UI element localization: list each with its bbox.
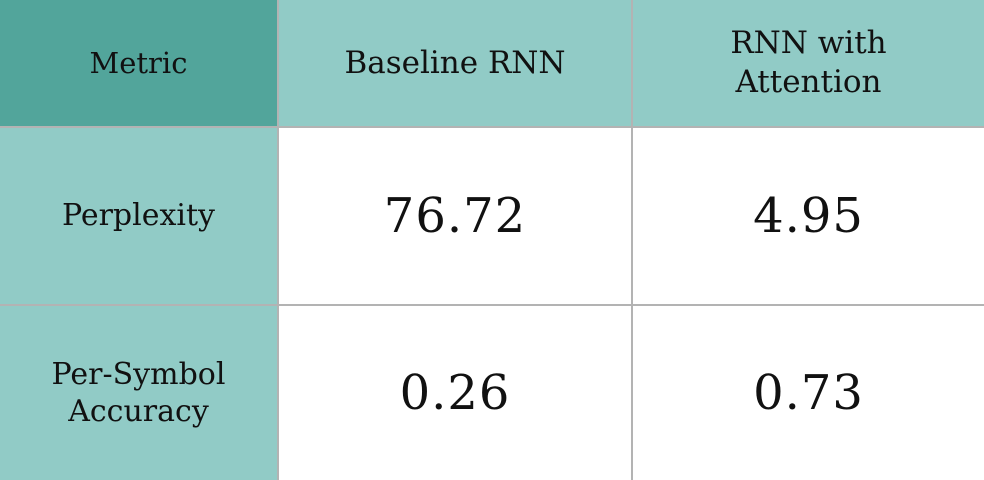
table-cell-accuracy-baseline: 0.26 [279,306,633,480]
cell-value: 76.72 [383,188,527,244]
row-header-perplexity: Perplexity [0,128,279,306]
cell-value: 0.73 [753,365,864,421]
row-header-accuracy: Per-Symbol Accuracy [0,306,279,480]
column-header-baseline-rnn: Baseline RNN [279,0,633,128]
cell-value: 4.95 [753,188,864,244]
column-header-label: Baseline RNN [344,44,566,81]
table-cell-perplexity-baseline: 76.72 [279,128,633,306]
table-cell-accuracy-attention: 0.73 [633,306,984,480]
column-header-label: Metric [89,45,188,80]
table-cell-perplexity-attention: 4.95 [633,128,984,306]
cell-value: 0.26 [399,365,511,421]
row-header-label: Per-Symbol Accuracy [51,356,226,430]
column-header-label: RNN with Attention [730,25,887,100]
column-header-metric: Metric [0,0,279,128]
column-header-rnn-attention: RNN with Attention [633,0,984,128]
row-header-label: Perplexity [61,198,215,234]
